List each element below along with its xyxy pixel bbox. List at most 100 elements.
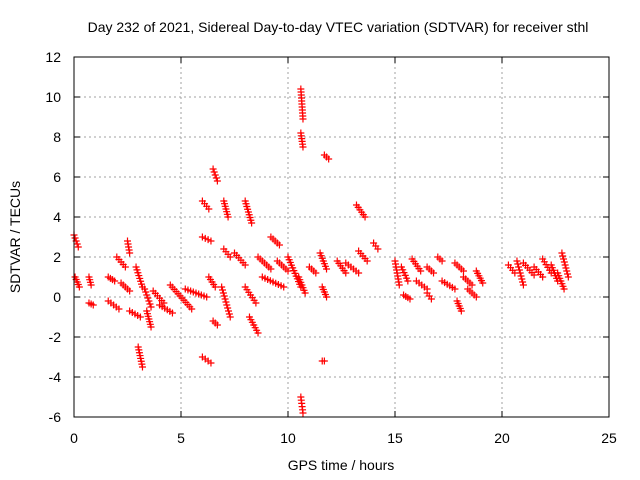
- data-point: [226, 253, 234, 261]
- data-point: [301, 289, 309, 297]
- data-point: [299, 115, 307, 123]
- data-point: [342, 269, 350, 277]
- data-point: [225, 310, 233, 318]
- data-point: [224, 213, 232, 221]
- data-point: [210, 168, 218, 176]
- data-point: [560, 258, 568, 266]
- data-point: [144, 294, 152, 302]
- y-tick-labels: -6 -4 -2 0 2 4 6 8 10 12: [45, 49, 61, 425]
- data-point: [115, 305, 123, 313]
- data-point: [406, 295, 414, 303]
- data-point: [203, 293, 211, 301]
- data-point: [284, 267, 292, 275]
- x-tick-label: 0: [70, 430, 78, 446]
- data-point: [438, 257, 446, 265]
- data-point: [73, 240, 81, 248]
- data-point: [560, 255, 568, 263]
- data-point: [207, 359, 215, 367]
- x-tick-labels: 0 5 10 15 20 25: [70, 430, 617, 446]
- data-point: [209, 165, 217, 173]
- data-point: [213, 321, 221, 329]
- data-point: [211, 171, 219, 179]
- data-point: [363, 257, 371, 265]
- data-point: [472, 293, 480, 301]
- data-point: [561, 261, 569, 269]
- data-point: [241, 261, 249, 269]
- axis-ticks: [73, 56, 610, 418]
- data-points: [70, 85, 572, 417]
- data-point: [207, 237, 215, 245]
- data-point: [519, 281, 527, 289]
- data-point: [211, 283, 219, 291]
- data-point: [275, 241, 283, 249]
- data-point: [558, 249, 566, 257]
- data-point: [212, 174, 220, 182]
- data-point: [267, 265, 275, 273]
- y-tick-label: -6: [49, 409, 62, 425]
- y-tick-label: -4: [49, 369, 62, 385]
- data-point: [517, 272, 525, 280]
- data-point: [220, 292, 228, 300]
- data-point: [515, 266, 523, 274]
- data-point: [226, 313, 234, 321]
- data-point: [564, 270, 572, 278]
- data-point: [564, 273, 572, 281]
- x-tick-label: 15: [387, 430, 403, 446]
- data-point: [142, 288, 150, 296]
- data-point: [248, 219, 256, 227]
- grid-lines: [74, 57, 609, 417]
- chart-title: Day 232 of 2021, Sidereal Day-to-day VTE…: [88, 19, 589, 35]
- data-point: [513, 257, 521, 265]
- x-tick-label: 20: [494, 430, 510, 446]
- data-point: [451, 285, 459, 293]
- y-axis-label: SDTVAR / TECUs: [7, 181, 23, 293]
- data-point: [559, 252, 567, 260]
- data-point: [71, 234, 79, 242]
- y-tick-label: 8: [53, 129, 61, 145]
- data-point: [479, 279, 487, 287]
- y-tick-label: 6: [53, 169, 61, 185]
- data-point: [312, 269, 320, 277]
- x-axis-label: GPS time / hours: [288, 457, 395, 473]
- data-point: [459, 267, 467, 275]
- data-point: [143, 291, 151, 299]
- data-point: [530, 271, 538, 279]
- data-point: [121, 263, 129, 271]
- data-point: [147, 303, 155, 311]
- data-point: [355, 269, 363, 277]
- y-tick-label: 12: [45, 49, 61, 65]
- data-point: [417, 267, 425, 275]
- data-point: [223, 301, 231, 309]
- data-point: [395, 281, 403, 289]
- data-point: [427, 295, 435, 303]
- data-point: [404, 277, 412, 285]
- data-point: [361, 213, 369, 221]
- data-point: [145, 297, 153, 305]
- x-tick-label: 5: [177, 430, 185, 446]
- data-point: [222, 298, 230, 306]
- data-point: [299, 409, 307, 417]
- data-point: [213, 177, 221, 185]
- x-tick-label: 10: [280, 430, 296, 446]
- plot-frame: [73, 56, 610, 418]
- data-point: [430, 269, 438, 277]
- data-point: [138, 363, 146, 371]
- data-point: [188, 305, 196, 313]
- data-point: [219, 289, 227, 297]
- data-point: [280, 283, 288, 291]
- data-point: [325, 155, 333, 163]
- y-tick-label: -2: [49, 329, 62, 345]
- data-point: [518, 275, 526, 283]
- data-point: [219, 286, 227, 294]
- data-point: [560, 285, 568, 293]
- data-point: [146, 300, 154, 308]
- data-point: [205, 205, 213, 213]
- data-point: [126, 287, 134, 295]
- data-point: [519, 278, 527, 286]
- y-tick-label: 2: [53, 249, 61, 265]
- data-point: [224, 304, 232, 312]
- data-point: [225, 307, 233, 315]
- data-point: [126, 249, 134, 257]
- data-point: [515, 263, 523, 271]
- data-point: [160, 299, 168, 307]
